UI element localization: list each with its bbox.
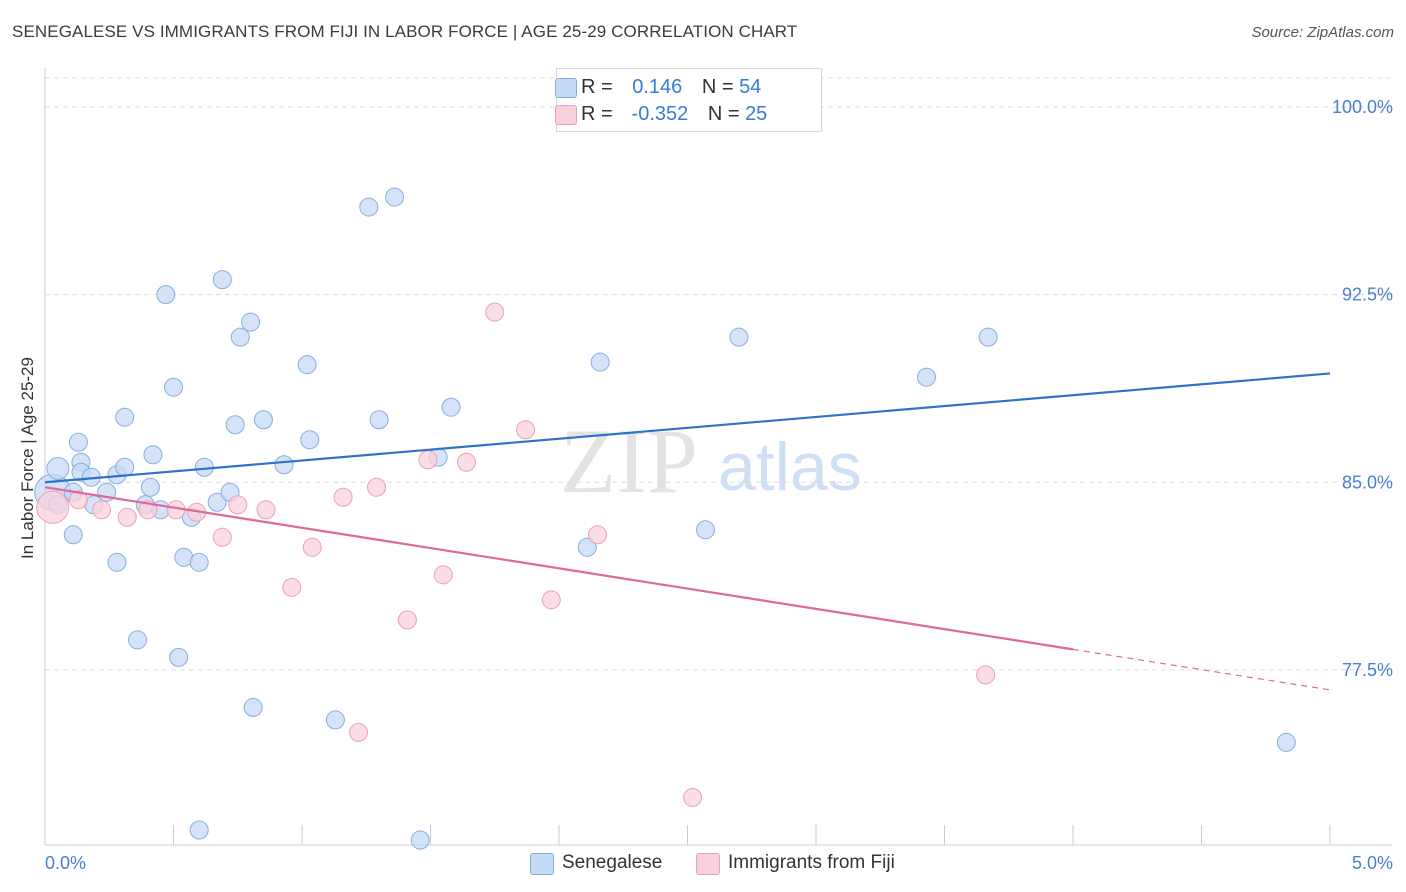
senegalese-point bbox=[243, 697, 263, 717]
senegalese-point bbox=[212, 270, 232, 290]
fiji-point bbox=[282, 577, 302, 597]
fiji-point bbox=[541, 590, 561, 610]
fiji-point bbox=[418, 450, 438, 470]
senegalese-point bbox=[46, 457, 70, 481]
senegalese-point bbox=[369, 410, 389, 430]
fiji-point bbox=[367, 477, 387, 497]
chart-source: Source: ZipAtlas.com bbox=[1251, 24, 1394, 41]
senegalese-point bbox=[207, 492, 227, 512]
y-tick-label: 100.0% bbox=[1332, 97, 1393, 117]
fiji-point bbox=[68, 490, 88, 510]
senegalese-point bbox=[241, 312, 261, 332]
fiji-point bbox=[683, 787, 703, 807]
r-label: R = bbox=[581, 103, 613, 125]
senegalese-point bbox=[577, 537, 597, 557]
senegalese-point bbox=[325, 710, 345, 730]
r-value: -0.352 bbox=[631, 103, 689, 125]
senegalese-point bbox=[253, 410, 273, 430]
senegalese-point bbox=[695, 520, 715, 540]
senegalese-point bbox=[1276, 732, 1296, 752]
n-value: 25 bbox=[745, 103, 768, 125]
senegalese-point bbox=[590, 352, 610, 372]
senegalese-point bbox=[63, 525, 83, 545]
fiji-point bbox=[256, 500, 276, 520]
fiji-point bbox=[212, 527, 232, 547]
senegalese-point bbox=[300, 430, 320, 450]
senegalese-point bbox=[169, 647, 189, 667]
correlation-box: R = 0.146 N = 54 R = -0.352 N = 25 bbox=[555, 68, 822, 132]
senegalese-point bbox=[274, 455, 294, 475]
chart-title: SENEGALESE VS IMMIGRANTS FROM FIJI IN LA… bbox=[12, 22, 798, 41]
watermark-atlas: atlas bbox=[718, 429, 862, 505]
fiji-point bbox=[516, 420, 536, 440]
r-label: R = bbox=[581, 76, 613, 98]
senegalese-point bbox=[441, 397, 461, 417]
senegalese-point bbox=[143, 445, 163, 465]
fiji-point bbox=[433, 565, 453, 585]
fiji-point bbox=[36, 490, 70, 524]
fiji-point bbox=[117, 507, 137, 527]
y-tick-label: 85.0% bbox=[1342, 472, 1393, 492]
senegalese-point bbox=[115, 407, 135, 427]
fiji-swatch bbox=[555, 105, 577, 125]
fiji-point bbox=[976, 665, 996, 685]
n-label: N = bbox=[701, 76, 734, 98]
fiji-point bbox=[588, 525, 608, 545]
senegalese-point bbox=[729, 327, 749, 347]
y-tick-label: 92.5% bbox=[1342, 285, 1393, 305]
correlation-row-fiji: R = -0.352 N = 25 bbox=[555, 103, 768, 125]
fiji-point bbox=[485, 302, 505, 322]
senegalese-trend-line bbox=[44, 372, 1331, 484]
senegalese-point bbox=[225, 415, 245, 435]
fiji-point bbox=[228, 495, 248, 515]
senegalese-point bbox=[128, 630, 148, 650]
senegalese-point bbox=[156, 285, 176, 305]
senegalese-point bbox=[917, 367, 937, 387]
senegalese-point bbox=[230, 327, 250, 347]
fiji-trend-line bbox=[44, 486, 1074, 651]
fiji-point bbox=[349, 722, 369, 742]
correlation-row-senegalese: R = 0.146 N = 54 bbox=[555, 76, 762, 98]
x-tick-label: 5.0% bbox=[1352, 853, 1393, 873]
fiji-point bbox=[397, 610, 417, 630]
senegalese-point bbox=[385, 187, 405, 207]
senegalese-point bbox=[359, 197, 379, 217]
fiji-point bbox=[302, 537, 322, 557]
senegalese-point bbox=[297, 355, 317, 375]
senegalese-point bbox=[164, 377, 183, 397]
fiji-point bbox=[333, 487, 353, 507]
senegalese-point bbox=[68, 432, 88, 452]
fiji-point bbox=[456, 452, 476, 472]
fiji-legend-swatch bbox=[696, 853, 720, 875]
senegalese-point bbox=[189, 820, 209, 840]
legend-label: Senegalese bbox=[562, 852, 663, 873]
fiji-point bbox=[92, 500, 112, 520]
senegalese-point bbox=[189, 552, 209, 572]
n-value: 54 bbox=[739, 76, 762, 98]
legend-label: Immigrants from Fiji bbox=[728, 852, 895, 873]
r-value: 0.146 bbox=[632, 76, 683, 98]
senegalese-point bbox=[410, 830, 430, 850]
n-label: N = bbox=[707, 103, 740, 125]
x-tick-label: 0.0% bbox=[45, 853, 86, 873]
senegalese-point bbox=[140, 477, 160, 497]
senegalese-swatch bbox=[555, 78, 577, 98]
senegalese-point bbox=[115, 457, 135, 477]
senegalese-point bbox=[978, 327, 998, 347]
senegalese-legend-swatch bbox=[530, 853, 554, 875]
y-tick-label: 77.5% bbox=[1342, 660, 1393, 680]
y-axis-label: In Labor Force | Age 25-29 bbox=[18, 357, 37, 559]
watermark-zip: ZIP bbox=[560, 410, 698, 512]
senegalese-point bbox=[107, 552, 127, 572]
